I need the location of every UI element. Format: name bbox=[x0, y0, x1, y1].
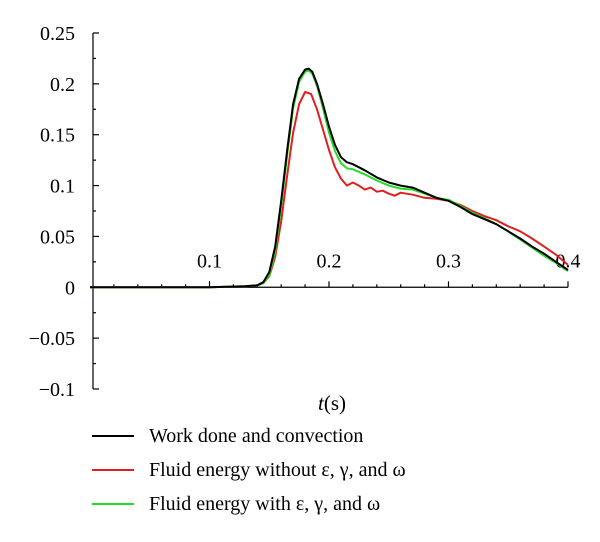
y-tick-label: 0.25 bbox=[40, 23, 75, 45]
y-tick-label: 0.2 bbox=[50, 74, 75, 96]
x-axis-title: t(s) bbox=[318, 391, 346, 415]
y-tick-label: 0.15 bbox=[40, 125, 75, 147]
legend-label: Fluid energy without ε, γ, and ω bbox=[149, 459, 406, 481]
legend: Work done and convection Fluid energy wit… bbox=[92, 425, 406, 515]
x-axis-unit: (s) bbox=[324, 391, 346, 415]
y-tick-label: −0.05 bbox=[29, 328, 75, 350]
x-axis: 0.1 0.2 0.3 0.4 bbox=[90, 250, 581, 287]
x-tick-label: 0.1 bbox=[197, 250, 222, 272]
y-tick-label: −0.1 bbox=[39, 379, 75, 401]
y-tick-label: 0.05 bbox=[40, 226, 75, 248]
y-tick-label: 0 bbox=[65, 277, 75, 299]
y-axis: 0.25 0.2 0.15 0.1 0.05 0 −0.05 −0.1 bbox=[29, 23, 99, 401]
x-tick-label: 0.2 bbox=[317, 250, 342, 272]
x-tick-label: 0.3 bbox=[436, 250, 461, 272]
x-axis-title-text: t(s) bbox=[318, 391, 346, 415]
legend-label: Fluid energy with ε, γ, and ω bbox=[149, 493, 380, 515]
legend-label: Work done and convection bbox=[149, 425, 363, 447]
y-tick-label: 0.1 bbox=[50, 176, 75, 198]
